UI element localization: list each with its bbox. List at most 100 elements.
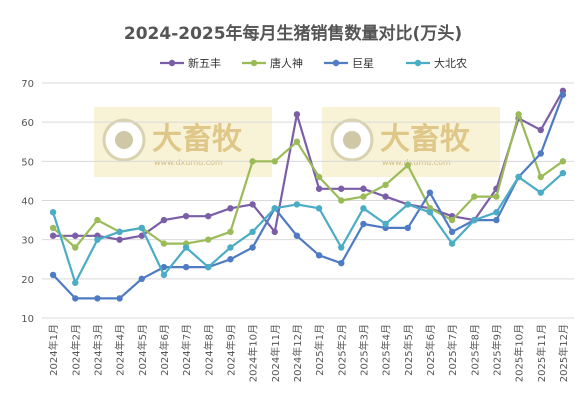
data-point bbox=[49, 224, 57, 232]
x-tick-label: 2024年8月 bbox=[202, 324, 215, 376]
watermark-url: www.dxumu.com bbox=[154, 158, 223, 167]
data-point bbox=[559, 91, 567, 98]
data-point bbox=[293, 111, 301, 118]
legend-marker bbox=[250, 59, 258, 67]
data-point bbox=[315, 185, 323, 192]
legend-item: 大北农 bbox=[406, 56, 467, 70]
legend-item: 唐人神 bbox=[242, 56, 303, 70]
data-point bbox=[227, 244, 234, 251]
data-point bbox=[338, 185, 345, 192]
data-point bbox=[249, 228, 256, 236]
legend-item: 新五丰 bbox=[160, 56, 221, 70]
data-point bbox=[227, 228, 234, 236]
data-point bbox=[559, 169, 567, 177]
x-tick-label: 2025年1月 bbox=[313, 324, 326, 376]
legend-marker bbox=[332, 59, 340, 67]
y-tick-label: 60 bbox=[21, 118, 34, 129]
data-point bbox=[559, 158, 567, 165]
data-point bbox=[537, 173, 544, 181]
data-point bbox=[94, 236, 101, 243]
x-tick-label: 2025年6月 bbox=[424, 324, 437, 376]
data-point bbox=[249, 158, 256, 165]
data-point bbox=[537, 126, 544, 134]
data-point bbox=[537, 189, 544, 196]
data-point bbox=[426, 209, 434, 216]
series bbox=[49, 169, 567, 286]
data-point bbox=[227, 256, 234, 263]
x-tick-label: 2025年7月 bbox=[446, 324, 459, 376]
data-point bbox=[94, 216, 101, 224]
data-point bbox=[227, 205, 234, 212]
x-tick-label: 2025年9月 bbox=[490, 324, 503, 376]
y-tick-label: 10 bbox=[21, 314, 34, 325]
data-point bbox=[293, 232, 301, 239]
data-point bbox=[271, 158, 278, 165]
data-point bbox=[116, 295, 123, 302]
data-point bbox=[160, 216, 168, 224]
data-point bbox=[382, 193, 389, 200]
data-point bbox=[471, 216, 478, 224]
x-tick-label: 2025年11月 bbox=[535, 324, 548, 382]
data-point bbox=[537, 150, 544, 157]
data-point bbox=[249, 244, 256, 251]
x-tick-label: 2024年10月 bbox=[247, 324, 260, 382]
x-tick-label: 2025年3月 bbox=[357, 324, 370, 376]
data-point bbox=[515, 173, 522, 181]
data-point bbox=[360, 193, 367, 200]
data-point bbox=[94, 295, 101, 302]
data-point bbox=[116, 236, 123, 243]
data-point bbox=[404, 201, 411, 208]
data-point bbox=[315, 173, 323, 181]
data-point bbox=[72, 244, 79, 251]
legend-label: 大北农 bbox=[434, 56, 467, 70]
legend-label: 唐人神 bbox=[270, 56, 303, 70]
data-point bbox=[471, 193, 478, 200]
legend-marker bbox=[414, 59, 422, 67]
data-point bbox=[116, 228, 123, 236]
legend-label: 巨星 bbox=[352, 57, 374, 70]
data-point bbox=[138, 232, 145, 239]
series-line bbox=[52, 94, 564, 300]
data-point bbox=[448, 240, 456, 247]
data-point bbox=[271, 205, 278, 212]
data-point bbox=[182, 263, 190, 271]
x-tick-label: 2024年5月 bbox=[136, 324, 149, 376]
x-tick-label: 2024年2月 bbox=[69, 324, 82, 376]
series-line bbox=[52, 172, 564, 284]
x-tick-label: 2024年4月 bbox=[114, 324, 127, 376]
x-tick-label: 2024年9月 bbox=[224, 324, 237, 376]
data-point bbox=[205, 212, 212, 220]
data-point bbox=[315, 252, 323, 259]
data-point bbox=[360, 185, 367, 192]
data-point bbox=[448, 228, 456, 236]
data-point bbox=[160, 271, 168, 279]
data-point bbox=[448, 216, 456, 224]
data-point bbox=[160, 263, 168, 271]
x-tick-label: 2024年3月 bbox=[91, 324, 104, 376]
legend-label: 新五丰 bbox=[188, 56, 221, 70]
x-axis: 2024年1月 2024年2月 2024年3月 2024年4月 2024年5月 2024年… bbox=[47, 324, 570, 382]
data-point bbox=[72, 279, 79, 286]
watermark-url: www.dxumu.com bbox=[382, 158, 451, 167]
x-tick-label: 2024年11月 bbox=[269, 324, 282, 382]
x-tick-label: 2025年2月 bbox=[335, 324, 348, 376]
data-point bbox=[160, 240, 168, 247]
series-layer bbox=[49, 87, 567, 302]
data-point bbox=[338, 197, 345, 204]
watermark-seal-dot-icon bbox=[343, 131, 361, 149]
data-point bbox=[404, 224, 411, 232]
legend: 新五丰 唐人神 巨星 大北农 bbox=[160, 56, 467, 70]
data-point bbox=[182, 244, 190, 251]
legend-item: 巨星 bbox=[324, 57, 374, 70]
watermark-text: 大畜牧 bbox=[380, 122, 471, 157]
x-tick-label: 2025年4月 bbox=[380, 324, 393, 376]
x-tick-label: 2024年1月 bbox=[47, 324, 60, 376]
data-point bbox=[293, 138, 301, 145]
data-point bbox=[382, 220, 389, 228]
x-tick-label: 2024年6月 bbox=[158, 324, 171, 376]
data-point bbox=[404, 162, 411, 169]
y-tick-label: 20 bbox=[21, 275, 34, 286]
